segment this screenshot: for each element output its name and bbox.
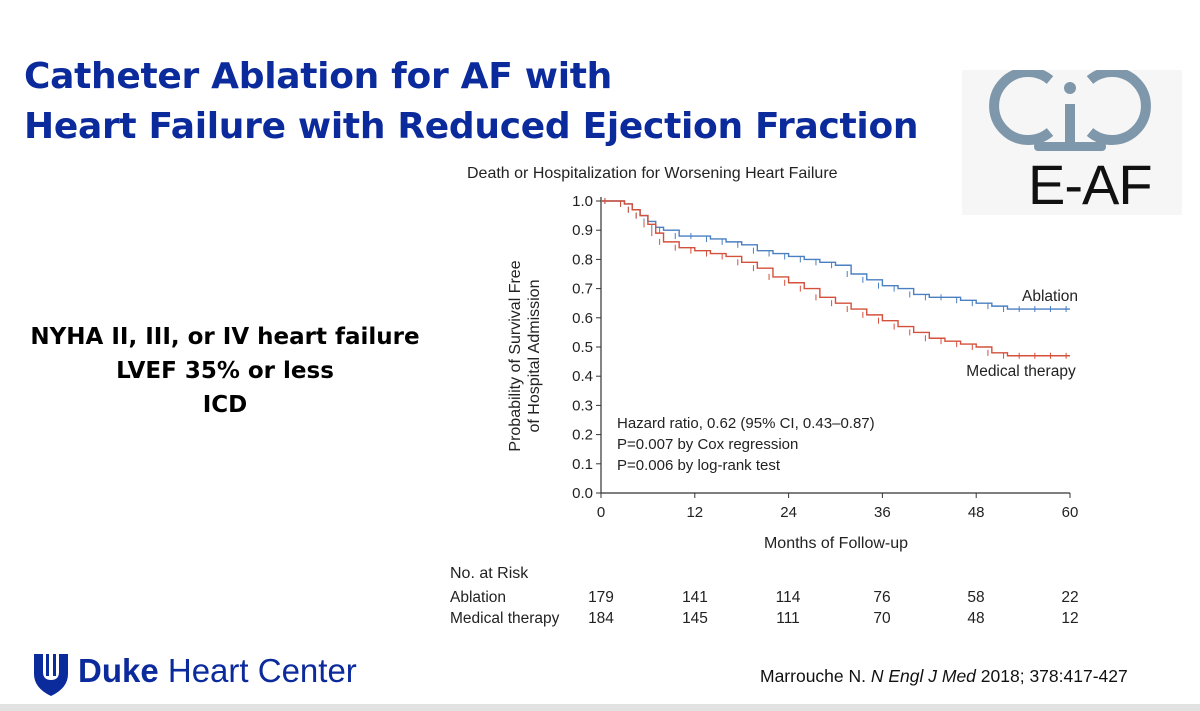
y-axis-label-line-1: Probability of Survival Free xyxy=(507,260,524,451)
y-tick-label: 0.2 xyxy=(572,427,593,444)
citation-author: Marrouche N. xyxy=(760,666,871,686)
at-risk-cell: 48 xyxy=(967,610,985,627)
criterion-nyha: NYHA II, III, or IV heart failure xyxy=(30,324,420,350)
y-tick-label: 0.9 xyxy=(572,222,593,239)
x-tick-label: 48 xyxy=(968,504,985,521)
at-risk-cell: 12 xyxy=(1061,610,1079,627)
at-risk-cell: 141 xyxy=(682,589,708,606)
series-label-medical-therapy: Medical therapy xyxy=(966,363,1076,380)
bottom-bar xyxy=(0,704,1200,711)
logo-text: E-AF xyxy=(1028,153,1153,216)
km-curve-ablation xyxy=(601,200,1070,310)
x-tick-label: 24 xyxy=(780,504,797,521)
slide-title-line-2: Heart Failure with Reduced Ejection Frac… xyxy=(24,106,919,147)
y-tick-label: 0.1 xyxy=(572,456,593,473)
logrank-p-value-annotation: P=0.006 by log-rank test xyxy=(617,457,781,474)
duke-brand-bold: Duke xyxy=(78,652,159,689)
at-risk-cell: 145 xyxy=(682,610,708,627)
at-risk-row-label: Medical therapy xyxy=(450,610,560,627)
at-risk-cell: 58 xyxy=(967,589,985,606)
km-curve-medical-therapy xyxy=(601,200,1070,357)
x-tick-label: 12 xyxy=(686,504,703,521)
citation-rest: 2018; 378:417-427 xyxy=(975,666,1128,686)
duke-brand-rest: Heart Center xyxy=(158,652,357,689)
at-risk-cell: 111 xyxy=(776,610,800,627)
at-risk-cell: 184 xyxy=(588,610,614,627)
slide-title-line-1: Catheter Ablation for AF with xyxy=(24,56,612,97)
y-tick-label: 0.8 xyxy=(572,251,593,268)
at-risk-cell: 76 xyxy=(873,589,891,606)
at-risk-cell: 114 xyxy=(775,589,801,606)
x-tick-label: 60 xyxy=(1062,504,1079,521)
at-risk-row-label: Ablation xyxy=(450,589,507,606)
at-risk-cell: 70 xyxy=(873,610,891,627)
hazard-ratio-annotation: Hazard ratio, 0.62 (95% CI, 0.43–0.87) xyxy=(617,415,875,432)
y-tick-label: 0.5 xyxy=(572,339,593,356)
duke-brand-text: Duke Heart Center xyxy=(78,652,357,690)
x-tick-label: 0 xyxy=(597,504,605,521)
x-tick-label: 36 xyxy=(874,504,891,521)
castle-af-logo: E-AF xyxy=(962,70,1182,216)
series-label-ablation: Ablation xyxy=(1022,288,1078,305)
cox-p-value-annotation: P=0.007 by Cox regression xyxy=(617,436,798,453)
y-tick-label: 0.6 xyxy=(572,310,593,327)
y-tick-label: 0.0 xyxy=(572,485,593,502)
y-tick-label: 0.3 xyxy=(572,397,593,414)
at-risk-table: No. at Risk Ablation 179 141 114 76 58 2… xyxy=(450,565,1090,635)
criterion-lvef: LVEF 35% or less xyxy=(116,358,334,384)
at-risk-cell: 22 xyxy=(1061,589,1079,606)
at-risk-header: No. at Risk xyxy=(450,565,529,582)
y-tick-label: 0.7 xyxy=(572,281,593,298)
citation: Marrouche N. N Engl J Med 2018; 378:417-… xyxy=(760,666,1128,687)
slide-title: Catheter Ablation for AF with Heart Fail… xyxy=(24,52,919,152)
at-risk-row-ablation: Ablation 179 141 114 76 58 22 xyxy=(450,589,1090,611)
y-tick-label: 1.0 xyxy=(572,193,593,210)
duke-shield-icon xyxy=(34,654,68,696)
y-axis-label-line-2: of Hospital Admission xyxy=(526,280,543,433)
y-tick-label: 0.4 xyxy=(572,368,593,385)
x-axis-label: Months of Follow-up xyxy=(764,535,908,552)
castle-logo-icon xyxy=(989,70,1151,151)
chart-title: Death or Hospitalization for Worsening H… xyxy=(467,165,838,182)
criterion-icd: ICD xyxy=(202,392,248,418)
at-risk-cell: 179 xyxy=(588,589,614,606)
citation-journal: N Engl J Med xyxy=(870,666,976,686)
at-risk-row-medical-therapy: Medical therapy 184 145 111 70 48 12 xyxy=(450,610,1090,632)
inclusion-criteria: NYHA II, III, or IV heart failure LVEF 3… xyxy=(20,320,430,422)
